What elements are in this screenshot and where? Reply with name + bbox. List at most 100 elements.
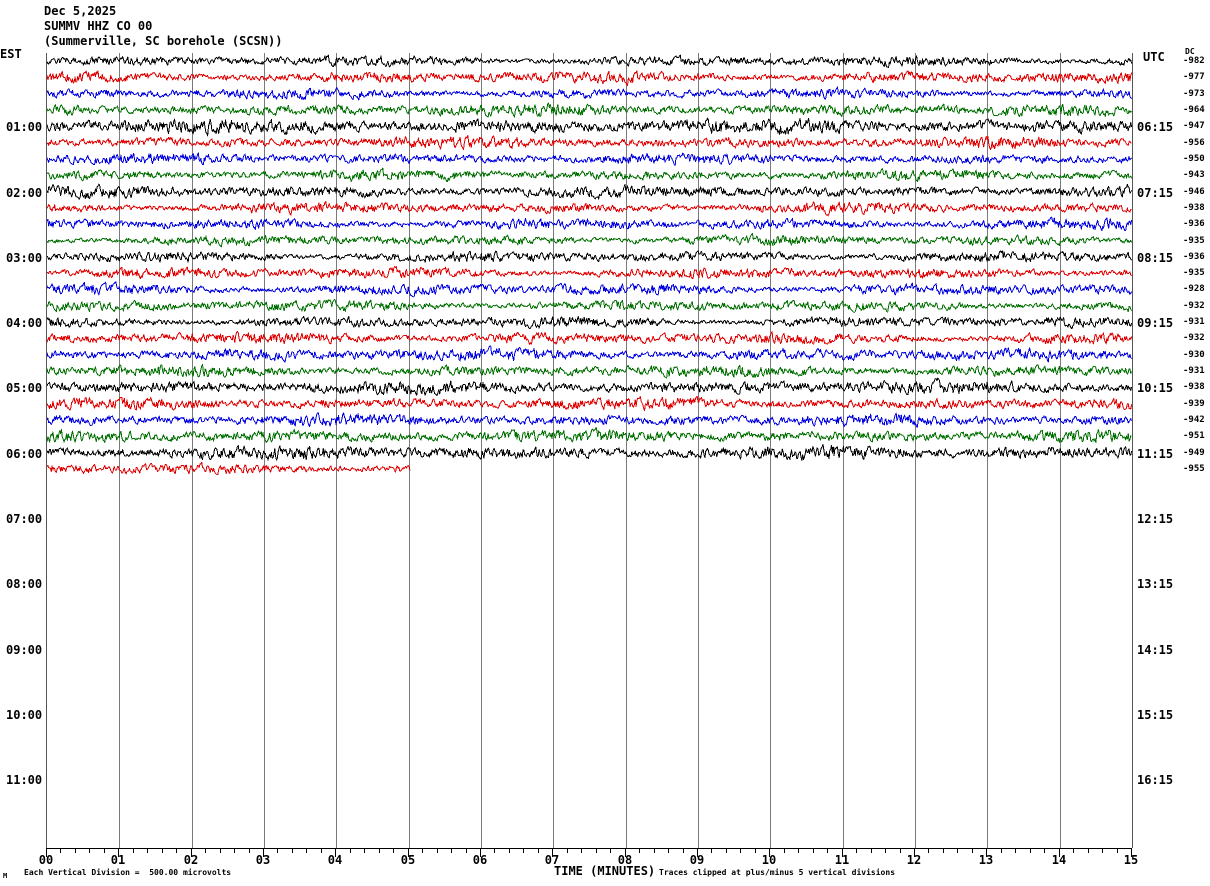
gridline-minute-07 bbox=[553, 53, 554, 848]
gridline-minute-05 bbox=[409, 53, 410, 848]
x-minor-tick bbox=[75, 848, 76, 853]
gridline-minute-12 bbox=[915, 53, 916, 848]
gridline-minute-01 bbox=[119, 53, 120, 848]
x-minor-tick bbox=[1030, 848, 1031, 853]
x-tick-label-08: 08 bbox=[617, 853, 633, 867]
trace-line-trace-24 bbox=[47, 444, 1132, 461]
x-tick-label-07: 07 bbox=[544, 853, 560, 867]
trace-line-trace-20 bbox=[47, 377, 1132, 396]
x-minor-tick bbox=[813, 848, 814, 853]
dc-offset-value-3: -964 bbox=[1183, 105, 1205, 115]
trace-line-trace-22 bbox=[47, 412, 1132, 428]
gridline-minute-03 bbox=[264, 53, 265, 848]
dc-offset-value-19: -931 bbox=[1183, 366, 1205, 376]
x-minor-tick bbox=[1044, 848, 1045, 853]
gridline-minute-06 bbox=[481, 53, 482, 848]
x-minor-tick bbox=[755, 848, 756, 853]
dc-offset-value-24: -949 bbox=[1183, 448, 1205, 458]
trace-line-trace-19 bbox=[47, 364, 1132, 379]
x-minor-tick bbox=[249, 848, 250, 853]
gridline-minute-10 bbox=[770, 53, 771, 848]
utc-time-label-0915: 09:15 bbox=[1137, 316, 1174, 330]
utc-time-label-1315: 13:15 bbox=[1137, 577, 1174, 591]
est-time-label-0800: 08:00 bbox=[6, 577, 43, 591]
x-minor-tick bbox=[928, 848, 929, 853]
x-minor-tick bbox=[885, 848, 886, 853]
seismogram-plot-area bbox=[46, 53, 1133, 848]
x-axis-line bbox=[46, 848, 1132, 849]
trace-line-trace-16 bbox=[47, 315, 1132, 330]
x-tick-label-15: 15 bbox=[1123, 853, 1139, 867]
dc-offset-value-6: -950 bbox=[1183, 154, 1205, 164]
trace-line-trace-08 bbox=[47, 183, 1132, 200]
x-minor-tick bbox=[856, 848, 857, 853]
gridline-minute-02 bbox=[192, 53, 193, 848]
trace-line-trace-18 bbox=[47, 345, 1132, 363]
trace-line-trace-17 bbox=[47, 330, 1132, 345]
x-minor-tick bbox=[654, 848, 655, 853]
trace-line-trace-00 bbox=[47, 54, 1132, 69]
x-minor-tick bbox=[89, 848, 90, 853]
gridline-minute-13 bbox=[987, 53, 988, 848]
gridline-minute-11 bbox=[843, 53, 844, 848]
x-tick-label-00: 00 bbox=[38, 853, 54, 867]
x-minor-tick bbox=[957, 848, 958, 853]
trace-line-trace-14 bbox=[47, 281, 1132, 298]
trace-line-trace-02 bbox=[47, 86, 1132, 101]
dc-offset-value-17: -932 bbox=[1183, 333, 1205, 343]
x-tick-label-13: 13 bbox=[978, 853, 994, 867]
x-minor-tick bbox=[827, 848, 828, 853]
x-minor-tick bbox=[972, 848, 973, 853]
x-minor-tick bbox=[798, 848, 799, 853]
utc-time-label-1615: 16:15 bbox=[1137, 773, 1174, 787]
x-major-tick-05 bbox=[408, 848, 409, 857]
x-minor-tick bbox=[364, 848, 365, 853]
x-major-tick-07 bbox=[552, 848, 553, 857]
x-major-tick-09 bbox=[697, 848, 698, 857]
est-time-label-0600: 06:00 bbox=[6, 447, 43, 461]
dc-column-header: DC bbox=[1185, 47, 1195, 56]
trace-line-trace-13 bbox=[47, 266, 1132, 280]
x-minor-tick bbox=[437, 848, 438, 853]
est-time-label-0700: 07:00 bbox=[6, 512, 43, 526]
x-minor-tick bbox=[523, 848, 524, 853]
x-major-tick-15 bbox=[1131, 848, 1132, 857]
x-major-tick-11 bbox=[842, 848, 843, 857]
dc-offset-value-20: -938 bbox=[1183, 382, 1205, 392]
trace-line-trace-15 bbox=[47, 298, 1132, 313]
x-minor-tick bbox=[581, 848, 582, 853]
x-minor-tick bbox=[1073, 848, 1074, 853]
x-major-tick-02 bbox=[191, 848, 192, 857]
x-minor-tick bbox=[162, 848, 163, 853]
x-minor-tick bbox=[104, 848, 105, 853]
x-minor-tick bbox=[596, 848, 597, 853]
dc-offset-value-22: -942 bbox=[1183, 415, 1205, 425]
x-minor-tick bbox=[1102, 848, 1103, 853]
x-axis-title: TIME (MINUTES) bbox=[554, 864, 656, 878]
x-minor-tick bbox=[711, 848, 712, 853]
x-tick-label-14: 14 bbox=[1051, 853, 1067, 867]
dc-offset-value-25: -955 bbox=[1183, 464, 1205, 474]
utc-time-label-0715: 07:15 bbox=[1137, 186, 1174, 200]
x-major-tick-00 bbox=[46, 848, 47, 857]
trace-line-trace-04 bbox=[47, 117, 1132, 137]
x-minor-tick bbox=[60, 848, 61, 853]
utc-time-label-1515: 15:15 bbox=[1137, 708, 1174, 722]
x-major-tick-08 bbox=[625, 848, 626, 857]
dc-offset-value-13: -935 bbox=[1183, 268, 1205, 278]
x-tick-label-11: 11 bbox=[834, 853, 850, 867]
x-major-tick-14 bbox=[1059, 848, 1060, 857]
trace-line-trace-11 bbox=[47, 233, 1132, 248]
gridline-minute-08 bbox=[626, 53, 627, 848]
x-minor-tick bbox=[943, 848, 944, 853]
dc-offset-value-14: -928 bbox=[1183, 284, 1205, 294]
est-time-label-0400: 04:00 bbox=[6, 316, 43, 330]
trace-line-trace-12 bbox=[47, 250, 1132, 263]
dc-offset-value-2: -973 bbox=[1183, 89, 1205, 99]
dc-offset-value-18: -930 bbox=[1183, 350, 1205, 360]
trace-line-trace-23 bbox=[47, 427, 1132, 444]
est-time-label-1100: 11:00 bbox=[6, 773, 43, 787]
header-description: (Summerville, SC borehole (SCSN)) bbox=[44, 34, 283, 48]
x-major-tick-10 bbox=[769, 848, 770, 857]
x-minor-tick bbox=[639, 848, 640, 853]
